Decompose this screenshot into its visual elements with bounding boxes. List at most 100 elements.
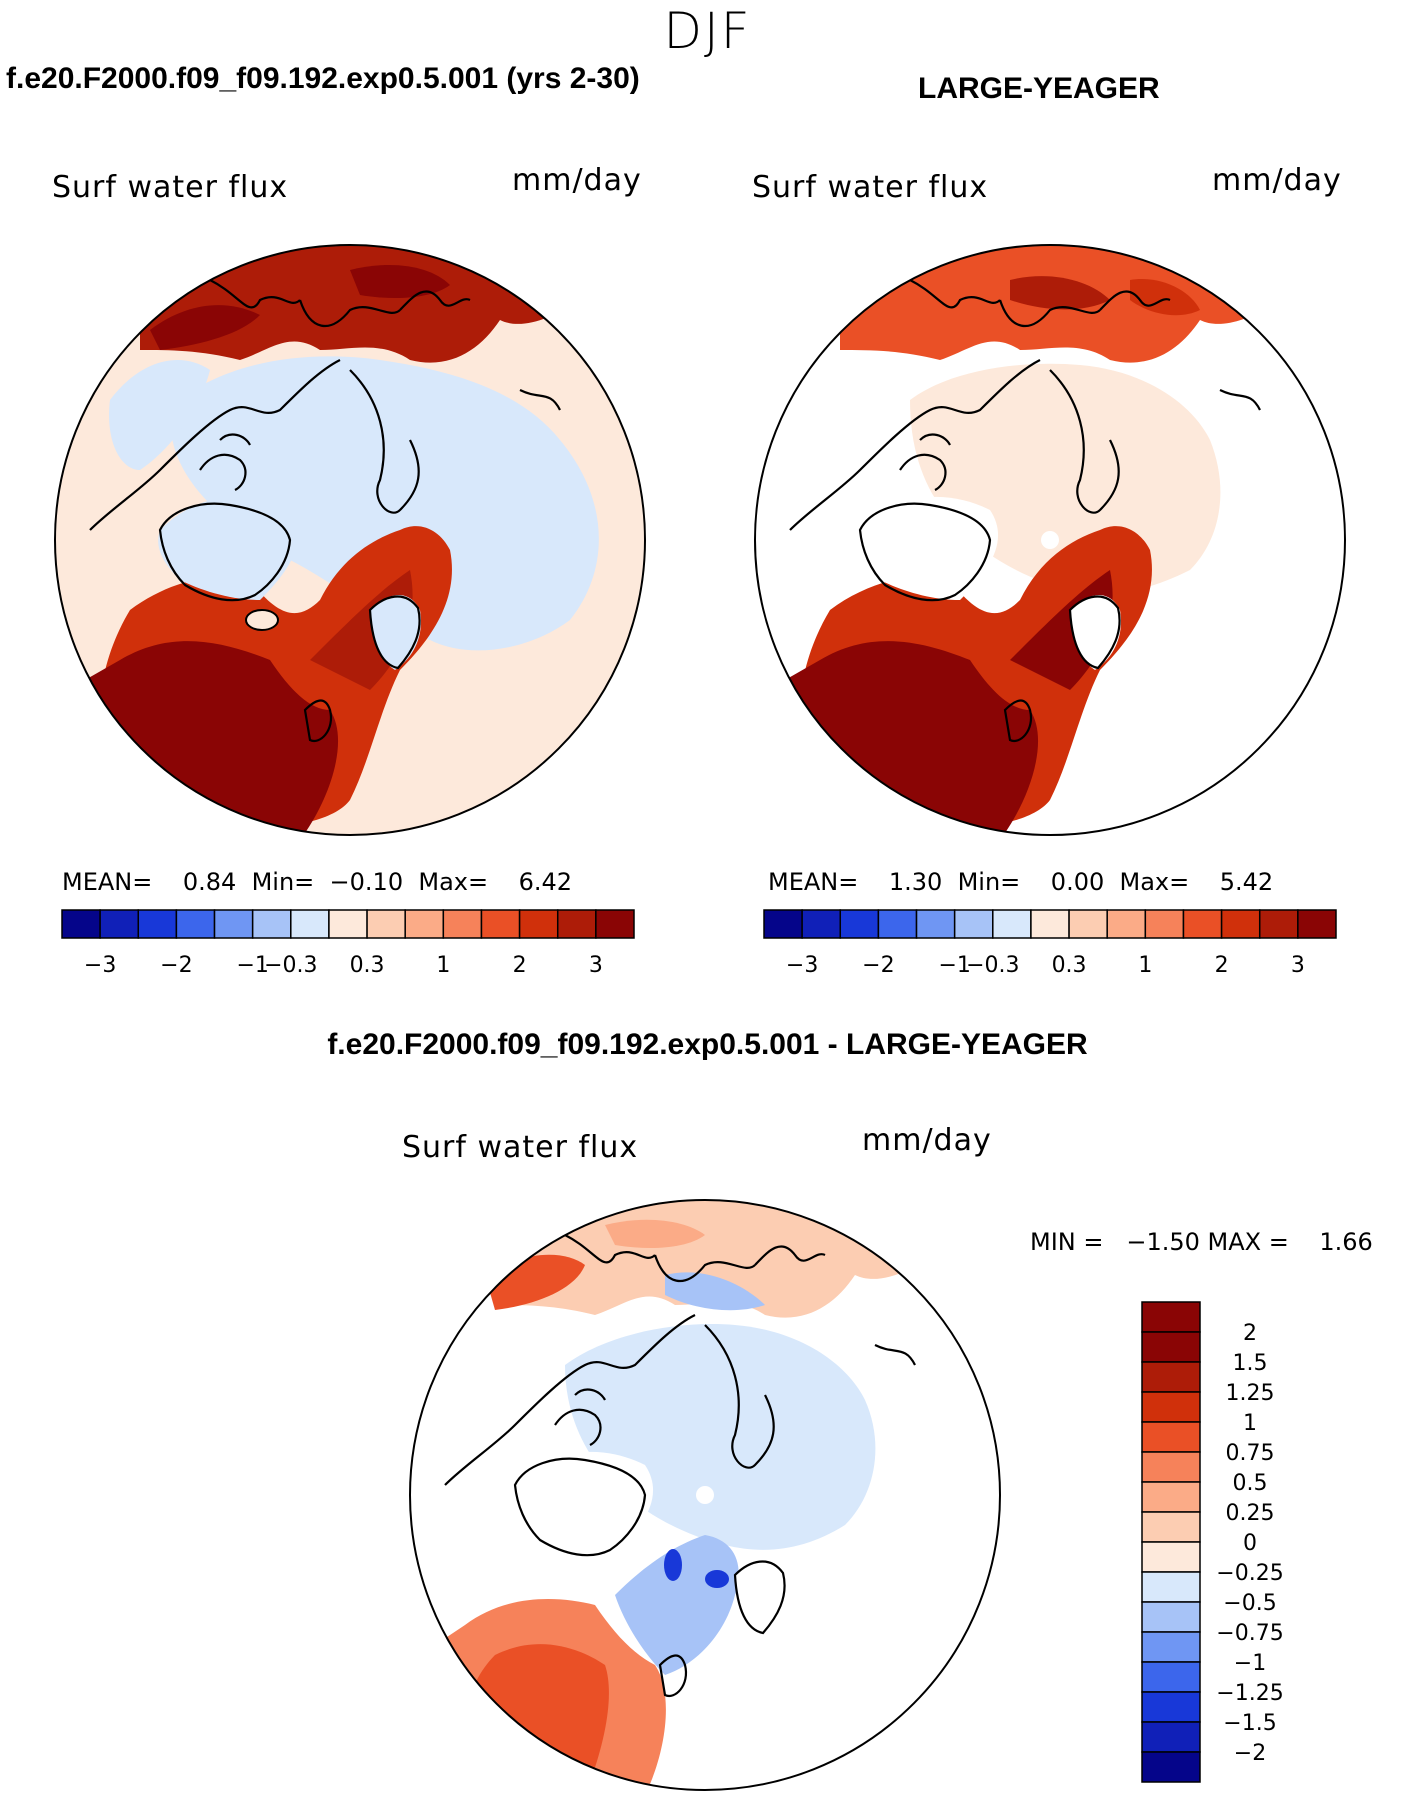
difference-colorbar-swatch bbox=[1141, 1301, 1201, 1333]
panel1-colorbar-tick-label: −2 bbox=[160, 953, 192, 978]
difference-colorbar-label: 0 bbox=[1243, 1531, 1257, 1556]
panel1-colorbar-swatch bbox=[290, 909, 330, 939]
panel2-colorbar-swatch bbox=[1297, 909, 1337, 939]
difference-polar-map bbox=[409, 1199, 1001, 1791]
panel1-variable-label: Surf water flux bbox=[52, 170, 289, 205]
panel2-colorbar-tick-label: −2 bbox=[862, 953, 894, 978]
difference-greenland-region bbox=[513, 1451, 654, 1555]
panel1-colorbar-tick-label: 3 bbox=[589, 953, 603, 978]
panel2-colorbar-swatch bbox=[915, 909, 956, 939]
panel2-map-boundary bbox=[754, 244, 1346, 836]
panel2-mean-label: MEAN= bbox=[768, 868, 859, 896]
panel2-colorbar-swatch bbox=[801, 909, 842, 939]
difference-colorbar-swatch bbox=[1141, 1331, 1201, 1363]
difference-pole-missing bbox=[696, 1486, 714, 1504]
difference-siberia-region bbox=[495, 1200, 935, 1318]
panel2-variable-label: Surf water flux bbox=[752, 170, 989, 205]
panel2-colorbar-swatch bbox=[953, 909, 994, 939]
difference-colorbar-swatch bbox=[1141, 1361, 1201, 1393]
difference-colorbar-swatch bbox=[1141, 1451, 1201, 1483]
panel2-min-label: Min= bbox=[957, 868, 1021, 896]
panel1-colorbar-swatch bbox=[556, 909, 597, 939]
panel1-colorbar-tick-label: −0.3 bbox=[264, 953, 317, 978]
panel1-min-label: Min= bbox=[251, 868, 315, 896]
difference-colorbar-swatch bbox=[1141, 1571, 1201, 1603]
panel2-colorbar-swatch bbox=[877, 909, 918, 939]
panel2-pole-missing bbox=[1041, 531, 1059, 549]
panel2-stats: MEAN= 1.30 Min= 0.00 Max= 5.42 bbox=[768, 868, 1273, 896]
difference-colorbar-label: −0.5 bbox=[1223, 1591, 1276, 1616]
panel2-max-label: Max= bbox=[1119, 868, 1190, 896]
difference-colorbar-label: −0.25 bbox=[1216, 1561, 1283, 1586]
panel1-max-value: 6.42 bbox=[518, 868, 573, 896]
panel1-colorbar-swatch bbox=[137, 909, 178, 939]
difference-colorbar-swatch bbox=[1141, 1511, 1201, 1543]
difference-colorbar-swatch bbox=[1141, 1631, 1201, 1663]
panel1-colorbar-swatch bbox=[175, 909, 216, 939]
difference-colorbar-label: 1.5 bbox=[1233, 1351, 1268, 1376]
panel2-colorbar-tick-label: −1 bbox=[938, 953, 970, 978]
panel1-colorbar: −3 −2 −1−0.3 0.3 1 2 3 bbox=[61, 909, 635, 978]
difference-colorbar-label: 0.75 bbox=[1226, 1441, 1275, 1466]
panel1-colorbar-swatch bbox=[251, 909, 292, 939]
panel1-colorbar-swatch bbox=[480, 909, 521, 939]
difference-colorbar-swatch bbox=[1141, 1421, 1201, 1453]
difference-colorbar-swatch bbox=[1141, 1481, 1201, 1513]
difference-colorbar-label: 2 bbox=[1243, 1321, 1257, 1346]
difference-title: f.e20.F2000.f09_f09.192.exp0.5.001 - LAR… bbox=[327, 1028, 1088, 1061]
difference-colorbar-swatch bbox=[1141, 1691, 1201, 1723]
difference-colorbar-swatch bbox=[1141, 1751, 1201, 1783]
panel1-colorbar-swatch bbox=[595, 909, 635, 939]
panel1-colorbar-swatch bbox=[366, 909, 406, 939]
season-title: DJF bbox=[663, 2, 752, 60]
difference-units-label: mm/day bbox=[862, 1123, 992, 1158]
panel1-stats: MEAN= 0.84 Min= −0.10 Max= 6.42 bbox=[62, 868, 572, 896]
difference-nordic-negative-region bbox=[615, 1535, 739, 1675]
panel1-arctic-negative-region bbox=[171, 356, 599, 651]
difference-colorbar-label: −0.75 bbox=[1216, 1621, 1283, 1646]
panel2-greenland-region bbox=[858, 496, 999, 600]
panel1-siberia-precip-region bbox=[140, 245, 580, 363]
panel1-colorbar-swatch bbox=[442, 909, 483, 939]
panel1-coastlines bbox=[89, 279, 561, 743]
panel1-colorbar-tick-label: −3 bbox=[84, 953, 116, 978]
panel2-colorbar-swatch bbox=[1030, 909, 1070, 939]
panel1-mean-label: MEAN= bbox=[62, 868, 153, 896]
panel2-colorbar-swatch bbox=[1182, 909, 1223, 939]
panel1-units-label: mm/day bbox=[512, 163, 642, 198]
panel2-colorbar-tick-label: −3 bbox=[786, 953, 818, 978]
panel2-colorbar: −3 −2 −1−0.3 0.3 1 2 3 bbox=[763, 909, 1337, 978]
difference-colorbar-label: 0.5 bbox=[1233, 1471, 1268, 1496]
panel2-coastlines bbox=[789, 279, 1261, 743]
difference-colorbar-label: −1.5 bbox=[1223, 1711, 1276, 1736]
panel1-mean-value: 0.84 bbox=[182, 868, 237, 896]
panel2-colorbar-tick-label: 0.3 bbox=[1052, 953, 1087, 978]
panel1-case-title: f.e20.F2000.f09_f09.192.exp0.5.001 (yrs … bbox=[6, 62, 640, 95]
panel1-colorbar-swatch bbox=[404, 909, 445, 939]
panel1-colorbar-swatch bbox=[328, 909, 368, 939]
panel2-max-value: 5.42 bbox=[1219, 868, 1274, 896]
panel2-units-label: mm/day bbox=[1212, 163, 1342, 198]
panel1-colorbar-tick-label: 2 bbox=[513, 953, 527, 978]
panel2-colorbar-swatch bbox=[1106, 909, 1147, 939]
panel2-colorbar-swatch bbox=[1068, 909, 1108, 939]
panel1-min-value: −0.10 bbox=[329, 868, 404, 896]
difference-colorbar-swatch bbox=[1141, 1661, 1201, 1693]
difference-colorbar-label: −1 bbox=[1234, 1651, 1266, 1676]
difference-colorbar-label: 1 bbox=[1243, 1411, 1257, 1436]
difference-colorbar-swatch bbox=[1141, 1601, 1201, 1633]
panel2-colorbar-swatch bbox=[763, 909, 803, 939]
panel1-colorbar-swatch bbox=[518, 909, 559, 939]
difference-colorbar-swatch bbox=[1141, 1541, 1201, 1573]
panel1-colorbar-tick-label: 0.3 bbox=[350, 953, 385, 978]
difference-colorbar-label: −1.25 bbox=[1216, 1681, 1283, 1706]
panel1-greenland-region bbox=[158, 496, 299, 600]
panel1-colorbar-tick-label: −1 bbox=[236, 953, 268, 978]
panel1-pacific-negative-region bbox=[109, 360, 210, 470]
panel2-colorbar-swatch bbox=[1220, 909, 1261, 939]
difference-colorbar-label: 1.25 bbox=[1226, 1381, 1275, 1406]
difference-colorbar-label: 0.25 bbox=[1226, 1501, 1275, 1526]
panel2-colorbar-tick-label: −0.3 bbox=[966, 953, 1019, 978]
panel1-colorbar-swatch bbox=[99, 909, 140, 939]
difference-colorbar-swatch bbox=[1141, 1721, 1201, 1753]
